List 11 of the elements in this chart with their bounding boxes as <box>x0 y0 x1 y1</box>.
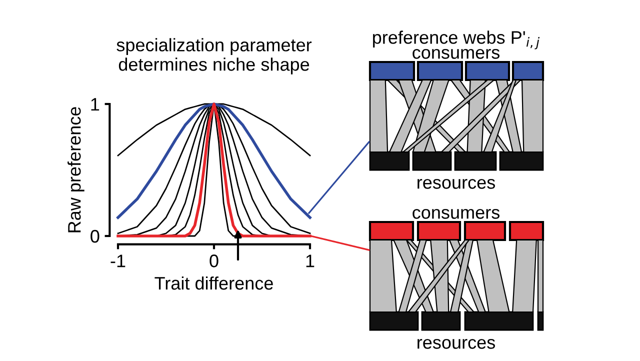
text: resources <box>418 338 495 349</box>
x-tick-label: 1 <box>306 254 314 268</box>
chart-title: specialization parameter determines niche shape <box>116 38 312 74</box>
x-axis-title: Trait difference <box>154 276 273 290</box>
text: consumers <box>412 208 500 219</box>
y-axis-title: Raw preference <box>68 107 84 232</box>
text: preference webs P'$_{i,j}$ <box>373 30 540 50</box>
text: consumers <box>412 48 500 59</box>
x-tick-label: -1 <box>110 254 126 268</box>
x-tick-label: 0 <box>210 254 218 268</box>
text: resources <box>418 178 495 189</box>
